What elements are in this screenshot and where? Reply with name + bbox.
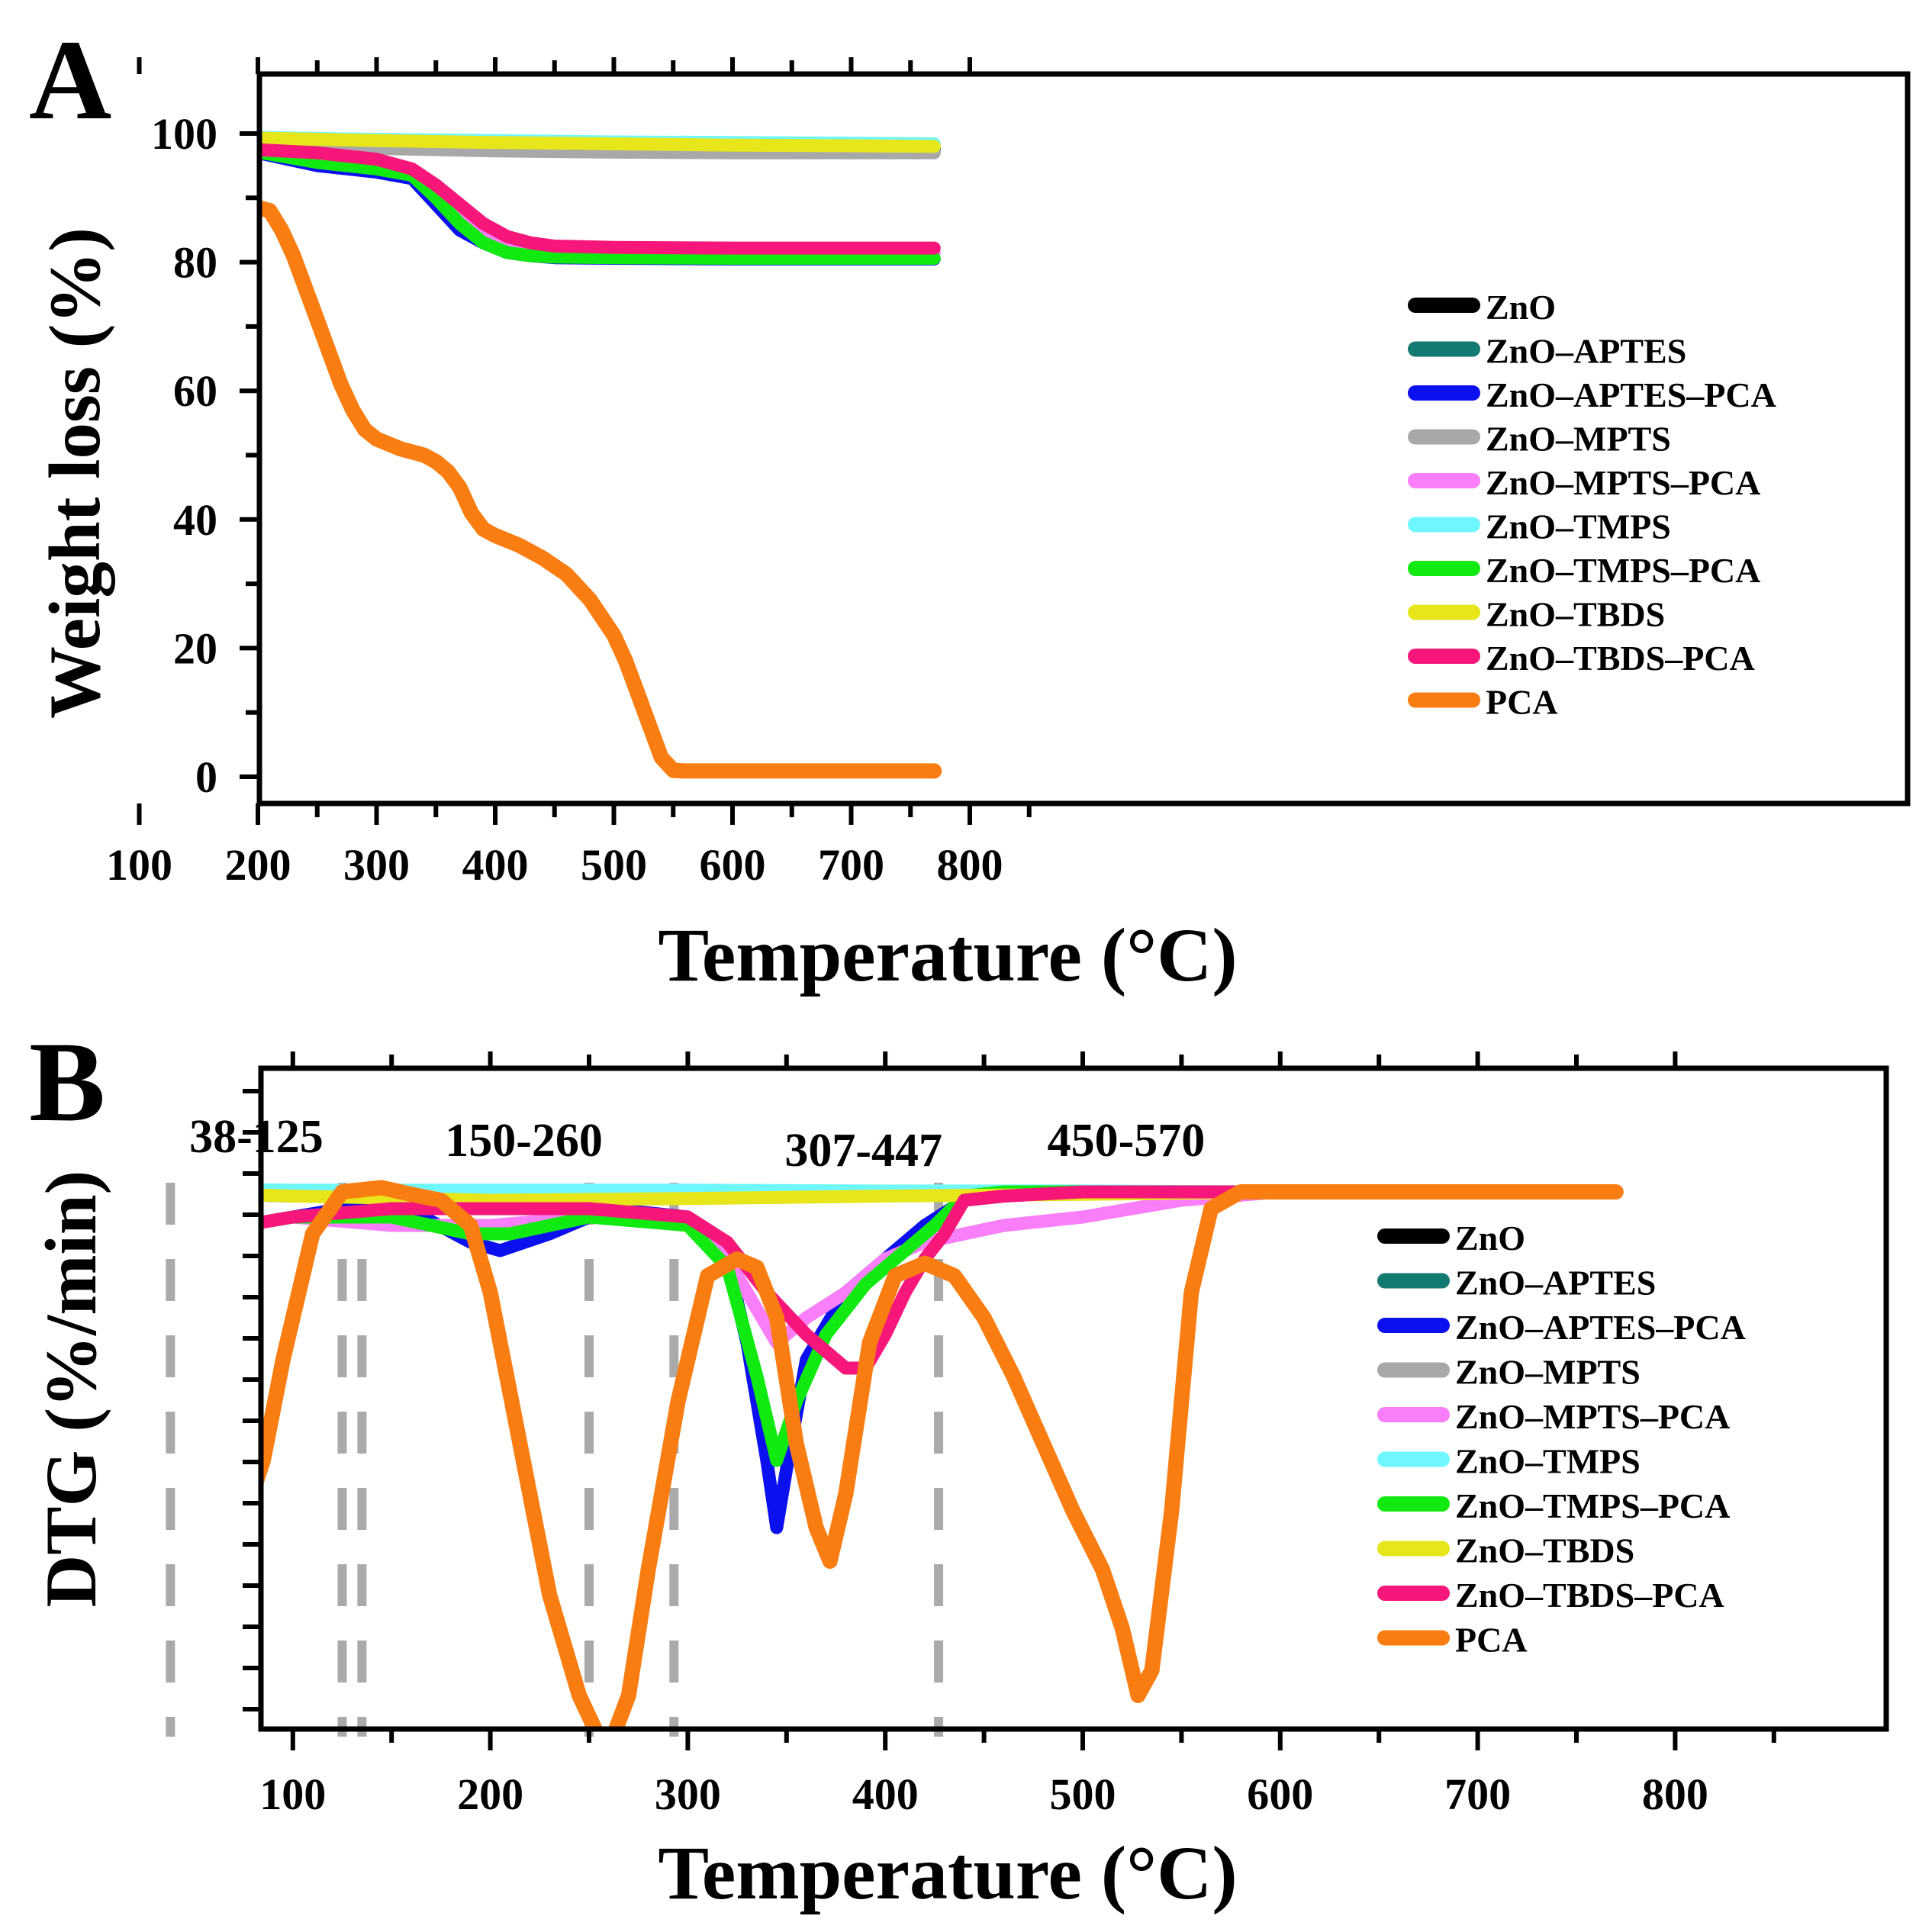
legend-label-zno-mpts: ZnO–MPTS	[1455, 1353, 1641, 1392]
legend-label-zno-aptes: ZnO–APTES	[1455, 1264, 1656, 1302]
panel-a-tga-chart: A 100 200 300 400 500 600 700 800 020406080100 …	[29, 17, 1911, 997]
panel-b-region-labels: 38-125 150-260 307-447 450-570	[189, 1111, 1205, 1177]
panel-b-legend: ZnO ZnO–APTES ZnO–APTES–PCA ZnO–MPTS ZnO–MPT…	[1377, 1219, 1746, 1660]
legend-label-pca: PCA	[1486, 683, 1558, 722]
y-tick-label: 40	[173, 495, 217, 545]
x-tick-label: 700	[1444, 1769, 1511, 1819]
x-tick-label: 200	[457, 1769, 523, 1819]
series-line-zno-tbds	[259, 131, 941, 153]
panel-b-series-group	[261, 1180, 1624, 1729]
y-tick-label: 60	[173, 366, 217, 416]
legend-label-zno-mpts-pca: ZnO–MPTS–PCA	[1455, 1397, 1730, 1436]
legend-label-zno-tbds: ZnO–TBDS	[1455, 1531, 1634, 1570]
legend-label-zno-aptes: ZnO–APTES	[1486, 332, 1686, 371]
x-tick-label: 600	[700, 840, 766, 890]
panel-a-series-group	[259, 130, 942, 779]
legend-label-zno-tbds: ZnO–TBDS	[1486, 595, 1665, 634]
panel-b-x-axis-label: Temperature (°C)	[658, 1831, 1237, 1915]
y-tick-label: 0	[195, 752, 217, 802]
legend-label-pca: PCA	[1455, 1621, 1528, 1660]
panel-a-y-axis-label: Weight loss (%)	[34, 227, 115, 719]
series-line-pca	[259, 200, 942, 779]
legend-label-zno-tmps: ZnO–TMPS	[1455, 1442, 1641, 1481]
panel-a-y-ticks: 0 20 40 60 80 100	[151, 109, 259, 802]
legend-label-zno-aptes-pca: ZnO–APTES–PCA	[1455, 1308, 1746, 1347]
panel-b-region-boundaries	[166, 1183, 944, 1737]
x-tick-label: 400	[462, 840, 529, 890]
region-label: 307-447	[784, 1125, 942, 1177]
panel-b-dtg-chart: B 100 200 300 400 500 600 700 800 38-125 150-260…	[29, 1019, 1889, 1915]
x-tick-label: 700	[818, 840, 884, 890]
x-tick-label: 500	[1050, 1769, 1116, 1819]
x-tick-label: 800	[1642, 1769, 1708, 1819]
y-tick-label: 80	[173, 238, 217, 288]
legend-label-zno: ZnO	[1486, 288, 1556, 327]
region-label: 38-125	[189, 1111, 324, 1163]
y-tick-label: 20	[173, 623, 217, 673]
x-tick-label: 800	[937, 840, 1003, 890]
panel-a-legend: ZnO ZnO–APTES ZnO–APTES–PCA ZnO–MPTS ZnO–MPT…	[1408, 288, 1776, 722]
panel-b-plot-frame	[258, 1065, 1889, 1732]
legend-label-zno-tmps: ZnO–TMPS	[1486, 507, 1671, 546]
x-tick-label: 100	[259, 1769, 326, 1819]
region-label: 150-260	[445, 1115, 603, 1167]
panel-b-y-axis-label: DTG (%/min)	[31, 1170, 111, 1608]
x-tick-label: 300	[655, 1769, 721, 1819]
panel-label-a: A	[29, 17, 111, 143]
panel-a-x-axis-label: Temperature (°C)	[658, 913, 1237, 997]
region-label: 450-570	[1048, 1115, 1206, 1167]
series-line-zno-mpts	[259, 138, 941, 159]
panel-label-b: B	[29, 1019, 105, 1145]
panel-a-x-ticks: 100 200 300 400 500 600 700 800	[106, 57, 1032, 890]
series-line-pca	[261, 1180, 1624, 1729]
x-tick-label: 600	[1247, 1769, 1313, 1819]
x-tick-label: 300	[343, 840, 410, 890]
series-line-zno-tbds-pca	[259, 143, 941, 255]
legend-label-zno-mpts-pca: ZnO–MPTS–PCA	[1486, 463, 1760, 502]
legend-label-zno-tmps-pca: ZnO–TMPS–PCA	[1486, 551, 1760, 590]
x-tick-label: 400	[852, 1769, 919, 1819]
panel-a-plot-frame	[256, 71, 1911, 807]
legend-label-zno-tbds-pca: ZnO–TBDS–PCA	[1455, 1576, 1724, 1615]
legend-label-zno-mpts: ZnO–MPTS	[1486, 420, 1671, 459]
legend-label-zno-tmps-pca: ZnO–TMPS–PCA	[1455, 1486, 1730, 1525]
x-tick-label: 200	[225, 840, 291, 890]
panel-b-y-ticks	[243, 1089, 261, 1711]
legend-label-zno-aptes-pca: ZnO–APTES–PCA	[1486, 375, 1776, 414]
x-tick-label: 100	[106, 840, 172, 890]
legend-label-zno-tbds-pca: ZnO–TBDS–PCA	[1486, 639, 1755, 678]
legend-label-zno: ZnO	[1455, 1219, 1525, 1257]
x-tick-label: 500	[581, 840, 647, 890]
series-line-zno-tbds-pca	[261, 1185, 1623, 1375]
series-line-zno-tmps-pca	[259, 146, 941, 265]
y-tick-label: 100	[151, 109, 217, 159]
panel-b-x-ticks: 100 200 300 400 500 600 700 800	[259, 1051, 1776, 1819]
